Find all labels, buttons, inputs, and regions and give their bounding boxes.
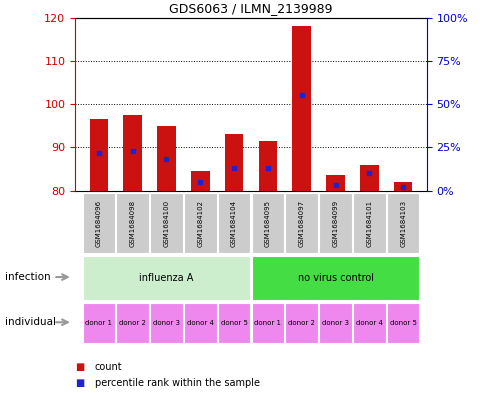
- Bar: [82, 256, 250, 300]
- Text: GSM1684097: GSM1684097: [298, 200, 304, 246]
- Text: donor 2: donor 2: [287, 320, 315, 326]
- Bar: [326, 175, 344, 191]
- Text: ■: ■: [75, 362, 84, 373]
- Text: donor 5: donor 5: [389, 320, 416, 326]
- Text: no virus control: no virus control: [297, 273, 373, 283]
- Bar: [258, 141, 277, 191]
- Text: infection: infection: [5, 272, 50, 282]
- Bar: [82, 193, 115, 253]
- Text: percentile rank within the sample: percentile rank within the sample: [94, 378, 259, 388]
- Text: donor 5: donor 5: [220, 320, 247, 326]
- Bar: [285, 303, 318, 343]
- Bar: [183, 193, 216, 253]
- Bar: [386, 303, 419, 343]
- Bar: [191, 171, 209, 191]
- Bar: [251, 303, 284, 343]
- Text: GSM1684103: GSM1684103: [399, 200, 405, 246]
- Bar: [318, 193, 351, 253]
- Text: GSM1684096: GSM1684096: [96, 200, 102, 246]
- Text: GSM1684095: GSM1684095: [264, 200, 271, 246]
- Text: donor 1: donor 1: [85, 320, 112, 326]
- Text: GSM1684102: GSM1684102: [197, 200, 203, 246]
- Bar: [150, 303, 182, 343]
- Bar: [285, 193, 318, 253]
- Bar: [82, 303, 115, 343]
- Bar: [352, 193, 385, 253]
- Title: GDS6063 / ILMN_2139989: GDS6063 / ILMN_2139989: [169, 2, 332, 15]
- Text: influenza A: influenza A: [139, 273, 193, 283]
- Bar: [224, 134, 243, 191]
- Text: donor 1: donor 1: [254, 320, 281, 326]
- Text: donor 3: donor 3: [321, 320, 348, 326]
- Text: ■: ■: [75, 378, 84, 388]
- Text: GSM1684104: GSM1684104: [230, 200, 237, 246]
- Bar: [123, 115, 142, 191]
- Bar: [359, 165, 378, 191]
- Text: GSM1684099: GSM1684099: [332, 200, 338, 246]
- Bar: [116, 193, 149, 253]
- Bar: [217, 193, 250, 253]
- Bar: [318, 303, 351, 343]
- Text: donor 4: donor 4: [186, 320, 213, 326]
- Bar: [217, 303, 250, 343]
- Text: donor 2: donor 2: [119, 320, 146, 326]
- Bar: [386, 193, 419, 253]
- Text: GSM1684098: GSM1684098: [129, 200, 136, 246]
- Bar: [116, 303, 149, 343]
- Text: GSM1684101: GSM1684101: [365, 200, 372, 246]
- Bar: [251, 256, 419, 300]
- Bar: [251, 193, 284, 253]
- Bar: [393, 182, 411, 191]
- Text: count: count: [94, 362, 122, 373]
- Text: donor 4: donor 4: [355, 320, 382, 326]
- Bar: [157, 126, 175, 191]
- Bar: [150, 193, 182, 253]
- Bar: [352, 303, 385, 343]
- Bar: [292, 26, 310, 191]
- Text: GSM1684100: GSM1684100: [163, 200, 169, 246]
- Text: donor 3: donor 3: [152, 320, 180, 326]
- Bar: [183, 303, 216, 343]
- Bar: [90, 119, 108, 191]
- Text: individual: individual: [5, 317, 56, 327]
